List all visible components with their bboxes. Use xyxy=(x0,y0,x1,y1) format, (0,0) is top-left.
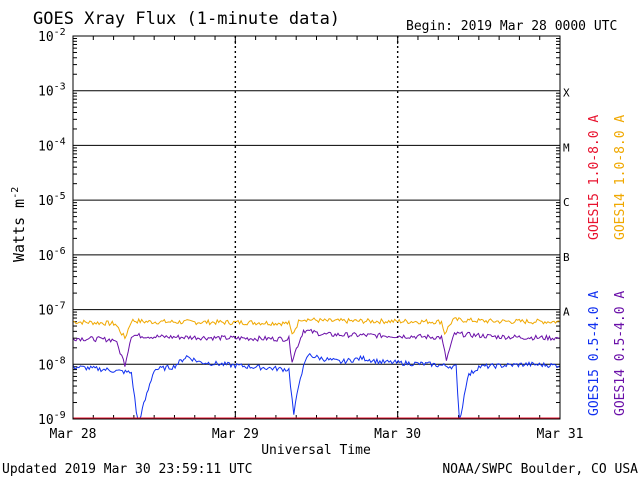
y-tick-label: 10-9 xyxy=(38,410,66,428)
x-tick-label: Mar 28 xyxy=(50,427,97,442)
series-line xyxy=(72,317,561,340)
y-tick-base: 10 xyxy=(38,30,54,45)
legend-entry: GOES15 0.5-4.0 A xyxy=(587,291,602,416)
y-tick-exponent: -7 xyxy=(54,301,66,312)
y-tick-label: 10-8 xyxy=(38,355,66,373)
y-tick-label: 10-7 xyxy=(38,301,66,319)
y-tick-label: 10-2 xyxy=(38,27,66,45)
x-tick-label: Mar 29 xyxy=(212,427,259,442)
credit-label: NOAA/SWPC Boulder, CO USA xyxy=(442,462,638,477)
y-tick-base: 10 xyxy=(38,304,54,319)
flare-class-a: A xyxy=(563,306,570,319)
plot-frame xyxy=(72,35,561,420)
y-tick-base: 10 xyxy=(38,85,54,100)
y-tick-exponent: -3 xyxy=(54,82,66,93)
y-tick-base: 10 xyxy=(38,194,54,209)
x-tick-label: Mar 30 xyxy=(374,427,421,442)
legend-entry: GOES14 0.5-4.0 A xyxy=(613,291,628,416)
legend-left-bottom: GOES15 0.5-4.0 A GOES14 0.5-4.0 A xyxy=(587,291,628,416)
y-tick-exponent: -9 xyxy=(54,410,66,421)
y-tick-label: 10-3 xyxy=(38,82,66,100)
begin-label: Begin: 2019 Mar 28 0000 UTC xyxy=(406,19,617,34)
y-tick-exponent: -8 xyxy=(54,355,66,366)
legend-entry: GOES14 1.0-8.0 A xyxy=(613,115,628,240)
y-tick-exponent: -6 xyxy=(54,246,66,257)
series-layer xyxy=(72,317,561,420)
y-axis-label-text: Watts m-2 xyxy=(10,187,28,262)
flare-class-b: B xyxy=(563,251,570,264)
legend-entry: GOES15 1.0-8.0 A xyxy=(587,115,602,240)
y-tick-base: 10 xyxy=(38,358,54,373)
y-tick-labels: 10-910-810-710-610-510-410-310-2 xyxy=(38,27,66,428)
series-line xyxy=(72,352,561,420)
y-tick-exponent: -2 xyxy=(54,27,66,38)
x-tick-labels: Mar 28 Mar 29 Mar 30 Mar 31 xyxy=(50,427,584,442)
y-tick-exponent: -5 xyxy=(54,191,66,202)
y-tick-label: 10-6 xyxy=(38,246,66,264)
y-tick-base: 10 xyxy=(38,139,54,154)
y-tick-label: 10-4 xyxy=(38,136,66,154)
x-tick-label: Mar 31 xyxy=(537,427,584,442)
y-tick-base: 10 xyxy=(38,249,54,264)
flare-class-x: X xyxy=(563,87,570,100)
series-line xyxy=(72,328,561,367)
flare-class-labels: X M C B A xyxy=(563,87,570,319)
y-axis-label: Watts m-2 xyxy=(10,187,28,262)
chart-title: GOES Xray Flux (1-minute data) xyxy=(33,9,340,29)
x-axis-label: Universal Time xyxy=(261,443,371,458)
y-tick-label: 10-5 xyxy=(38,191,66,209)
legend-right: GOES15 1.0-8.0 A GOES14 1.0-8.0 A xyxy=(587,115,628,240)
flare-class-c: C xyxy=(563,196,570,209)
updated-timestamp: Updated 2019 Mar 30 23:59:11 UTC xyxy=(2,462,252,477)
y-tick-base: 10 xyxy=(38,413,54,428)
y-tick-exponent: -4 xyxy=(54,136,66,147)
flare-class-m: M xyxy=(563,141,570,154)
